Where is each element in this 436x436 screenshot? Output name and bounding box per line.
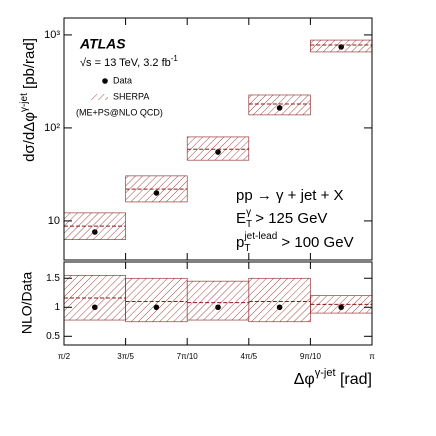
cut-label: pTjet-lead > 100 GeV [236,231,354,254]
x-label-unit: [rad] [336,371,372,388]
x-axis-label: Δφγ-jet [rad] [294,367,372,388]
model-note: (ME+PS@NLO QCD) [76,107,163,117]
plot-frame [63,17,373,261]
x-tick-label: 7π/10 [177,352,199,361]
experiment-label: ATLAS [79,36,126,52]
y-axis-label: NLO/Data [19,272,35,334]
y-label-text: dσ/dΔφ [21,112,38,162]
cut-sup: jet-lead [243,231,277,242]
y-tick-label: 10 [48,215,60,227]
cut-sub: T [246,219,252,230]
x-tick-label: 9π/10 [300,352,322,361]
x-tick-label: 3π/5 [117,352,134,361]
legend-marker [102,78,108,84]
uncertainty-band [125,277,188,323]
cut-text: > 100 GeV [277,234,353,251]
energy-sup: -1 [171,54,179,63]
uncertainty-band [186,280,250,321]
legend-swatch [90,94,108,100]
energy-text: √s = 13 TeV, 3.2 fb [80,57,171,69]
y-tick-label: 1 [54,302,60,313]
y-tick-label: 0.5 [46,331,60,342]
cut-sup: γ [246,207,251,218]
x-tick-label: π/2 [58,352,71,361]
y-label-sup: γ-jet [19,93,30,112]
cut-base: E [236,210,246,227]
cut-label: ETγ > 125 GeV [236,207,327,230]
cut-base: p [236,234,244,251]
x-label-text: Δφ [294,371,315,388]
uncertainty-band [248,277,311,323]
x-tick-label: 4π/5 [240,352,257,361]
uncertainty-band [310,39,373,53]
uncertainty-band [248,94,311,116]
y-axis-label: dσ/dΔφγ-jet [pb/rad] [19,38,38,162]
energy-label: √s = 13 TeV, 3.2 fb-1 [80,54,178,69]
process-label: pp → γ + jet + X [236,187,344,204]
uncertainty-band [186,136,250,161]
y-tick-label: 1.5 [46,273,60,284]
x-tick-label: π [369,352,375,361]
y-tick-label: 10³ [44,29,60,41]
plot-frame [63,261,373,346]
legend-label: Data [113,75,132,85]
x-label-sup: γ-jet [315,367,336,379]
cut-text: > 125 GeV [251,210,327,227]
y-tick-label: 10² [44,122,60,134]
y-label-unit: [pb/rad] [21,38,38,93]
legend-label: SHERPA [113,91,149,101]
cut-sub: T [244,243,250,254]
